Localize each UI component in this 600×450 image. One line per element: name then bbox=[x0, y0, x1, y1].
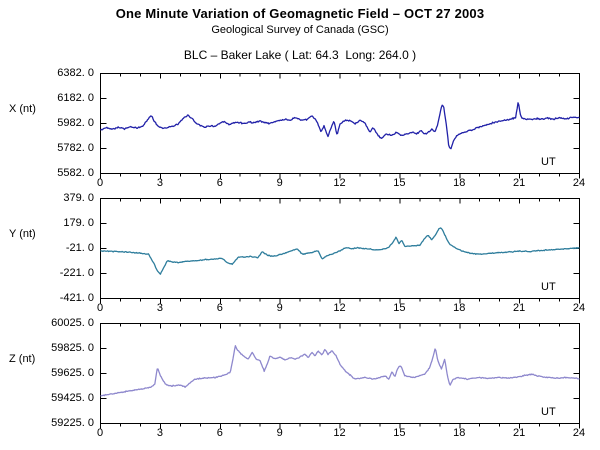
y-axis-tick-labels-z: 60025. 0 59825. 0 59625. 0 59425. 0 59225. 0 bbox=[0, 317, 94, 429]
x-tick-label: 12 bbox=[333, 177, 346, 189]
plot-area-z bbox=[100, 323, 580, 429]
x-tick-label: 24 bbox=[572, 302, 586, 314]
y-tick-label: 6182. 0 bbox=[57, 92, 94, 104]
x-tick-label: 12 bbox=[333, 427, 346, 439]
plot-frame-and-ticks bbox=[100, 73, 580, 179]
x-tick-label: 9 bbox=[276, 302, 283, 314]
y-tick-label: 6382. 0 bbox=[57, 67, 94, 79]
chart-subtitle: Geological Survey of Canada (GSC) bbox=[211, 24, 389, 36]
y-tick-label: -21. 0 bbox=[65, 242, 94, 254]
plot-area-x bbox=[100, 73, 580, 179]
chart-title: One Minute Variation of Geomagnetic Fiel… bbox=[115, 6, 485, 21]
y-tick-label: 179. 0 bbox=[63, 217, 94, 229]
x-tick-label: 12 bbox=[333, 302, 346, 314]
y-axis-tick-labels-y: 379. 0 179. 0 -21. 0 -221. 0 -421. 0 bbox=[0, 192, 94, 304]
y-tick-label: 59825. 0 bbox=[51, 342, 94, 354]
x-axis-tick-labels-y: 0 3 6 9 12 15 18 21 24 bbox=[97, 302, 585, 315]
x-axis-tick-labels-x: 0 3 6 9 12 15 18 21 24 bbox=[97, 177, 585, 190]
plot-frame-and-ticks bbox=[100, 323, 580, 429]
x-tick-label: 9 bbox=[276, 427, 283, 439]
x-tick-label: 15 bbox=[393, 427, 406, 439]
y-tick-label: 59225. 0 bbox=[51, 417, 94, 429]
y-tick-label: 379. 0 bbox=[63, 192, 94, 204]
trace-z-component bbox=[100, 345, 580, 397]
x-tick-label: 15 bbox=[393, 177, 406, 189]
y-tick-label: 59625. 0 bbox=[51, 367, 94, 379]
station-title: BLC – Baker Lake ( Lat: 64.3 Long: 264.0… bbox=[183, 48, 417, 62]
y-axis-title-y: Y (nt) bbox=[9, 228, 36, 240]
x-tick-label: 0 bbox=[96, 427, 104, 439]
x-axis-unit-label-z: UT bbox=[541, 406, 556, 418]
x-tick-label: 6 bbox=[216, 302, 223, 314]
trace-x-component bbox=[100, 102, 580, 150]
y-axis-title-x: X (nt) bbox=[9, 103, 36, 115]
y-axis-tick-labels-x: 6382. 0 6182. 0 5982. 0 5782. 0 5582. 0 bbox=[0, 67, 94, 179]
x-tick-label: 24 bbox=[572, 427, 586, 439]
plot-frame-and-ticks bbox=[100, 198, 580, 304]
y-tick-label: -221. 0 bbox=[59, 267, 94, 279]
panel-z-component: Z (nt) 60025. 0 59825. 0 59625. 0 59425. 0 5… bbox=[0, 317, 600, 439]
x-tick-label: 6 bbox=[216, 177, 223, 189]
y-tick-label: 5782. 0 bbox=[57, 142, 94, 154]
x-tick-label: 9 bbox=[276, 177, 283, 189]
y-tick-label: 5982. 0 bbox=[57, 117, 94, 129]
x-tick-label: 3 bbox=[156, 302, 163, 314]
x-axis-unit-label-x: UT bbox=[541, 156, 556, 168]
x-tick-label: 18 bbox=[453, 177, 466, 189]
x-tick-label: 24 bbox=[572, 177, 586, 189]
x-axis-tick-labels-z: 0 3 6 9 12 15 18 21 24 bbox=[97, 427, 585, 440]
x-tick-label: 21 bbox=[513, 427, 526, 439]
x-tick-label: 6 bbox=[216, 427, 223, 439]
x-tick-label: 0 bbox=[96, 177, 104, 189]
y-tick-label: -421. 0 bbox=[59, 292, 94, 304]
panel-y-component: Y (nt) 379. 0 179. 0 -21. 0 -221. 0 -421. 0 … bbox=[0, 192, 600, 314]
x-tick-label: 3 bbox=[156, 177, 163, 189]
x-axis-unit-label-y: UT bbox=[541, 281, 556, 293]
x-tick-label: 3 bbox=[156, 427, 163, 439]
x-tick-label: 18 bbox=[453, 427, 466, 439]
x-tick-label: 21 bbox=[513, 302, 526, 314]
x-tick-label: 21 bbox=[513, 177, 526, 189]
x-tick-label: 15 bbox=[393, 302, 406, 314]
y-tick-label: 60025. 0 bbox=[51, 317, 94, 329]
panel-x-component: X (nt) 6382. 0 6182. 0 5982. 0 5782. 0 5582.… bbox=[0, 67, 600, 189]
y-axis-title-z: Z (nt) bbox=[9, 353, 36, 365]
x-tick-label: 0 bbox=[96, 302, 104, 314]
x-tick-label: 18 bbox=[453, 302, 466, 314]
trace-y-component bbox=[100, 227, 580, 275]
y-tick-label: 5582. 0 bbox=[57, 167, 94, 179]
plot-area-y bbox=[100, 198, 580, 304]
y-tick-label: 59425. 0 bbox=[51, 392, 94, 404]
